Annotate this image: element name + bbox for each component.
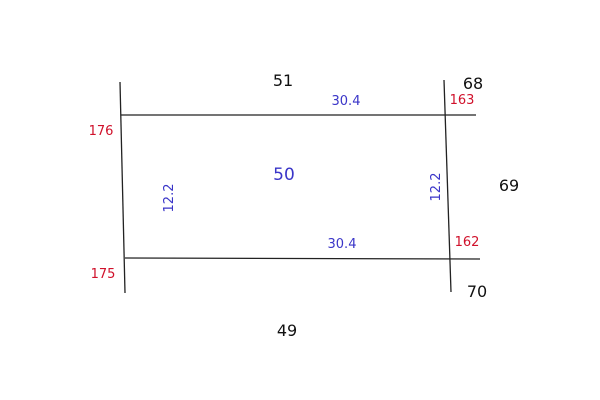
right-boundary-line <box>443 79 452 293</box>
dimension-bottom: 30.4 <box>328 237 357 252</box>
dimension-right: 12.2 <box>429 173 444 202</box>
left-boundary-line <box>119 81 126 294</box>
neighbor-parcel-top: 51 <box>273 71 293 90</box>
corner-point-bottom-right: 162 <box>455 235 480 250</box>
parcel-number: 50 <box>273 165 295 185</box>
neighbor-parcel-bottom-right: 70 <box>467 282 487 301</box>
corner-point-top-right: 163 <box>450 93 475 108</box>
corner-point-bottom-left: 175 <box>91 267 116 282</box>
dimension-left: 12.2 <box>162 184 177 213</box>
neighbor-parcel-right: 69 <box>499 176 519 195</box>
neighbor-parcel-bottom: 49 <box>277 321 297 340</box>
bottom-boundary-line <box>124 257 481 260</box>
neighbor-parcel-top-right: 68 <box>463 74 483 93</box>
dimension-top: 30.4 <box>332 94 361 109</box>
corner-point-top-left: 176 <box>89 124 114 139</box>
